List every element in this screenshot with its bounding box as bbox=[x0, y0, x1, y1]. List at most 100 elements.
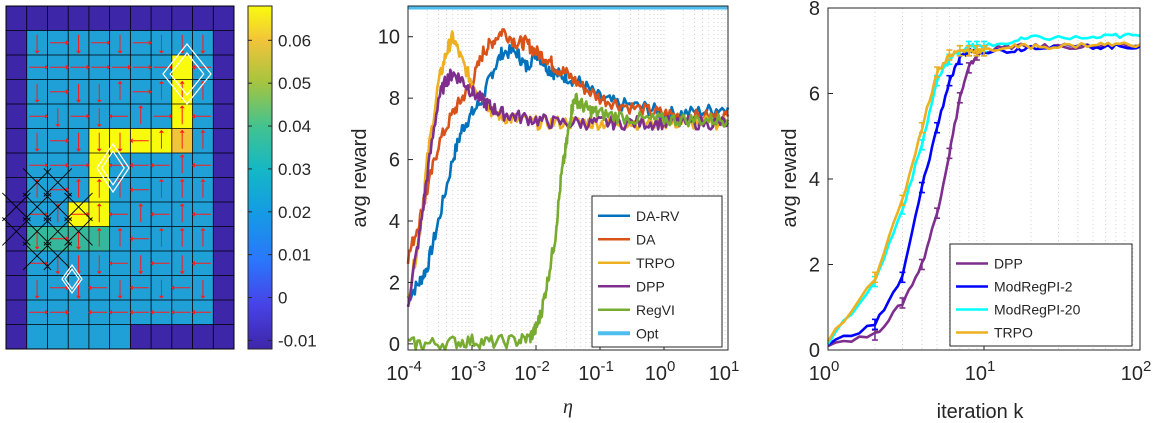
obstacle-cross bbox=[43, 241, 73, 271]
obstacle-cross bbox=[64, 192, 93, 222]
policy-arrow-head bbox=[128, 64, 131, 70]
policy-arrow-head bbox=[117, 50, 123, 54]
obstacle-cross bbox=[43, 192, 73, 222]
policy-arrow-head bbox=[96, 148, 102, 152]
policy-arrow-head bbox=[107, 40, 111, 46]
x-tick-label: 101 bbox=[709, 358, 740, 385]
colorbar-tick-label: 0.03 bbox=[278, 160, 311, 179]
policy-arrow-head bbox=[169, 113, 173, 119]
heatmap-cell bbox=[171, 6, 193, 31]
heatmap-cell bbox=[109, 324, 131, 350]
heatmap-cell bbox=[192, 324, 214, 350]
heatmap-cell bbox=[68, 6, 90, 31]
policy-arrow-head bbox=[34, 148, 40, 152]
y-tick-label: 6 bbox=[389, 150, 400, 172]
policy-arrow-head bbox=[86, 113, 90, 119]
policy-arrow-head bbox=[158, 50, 164, 54]
policy-arrow-head bbox=[109, 260, 112, 266]
y-tick-label: 0 bbox=[389, 334, 400, 356]
heatmap-cell bbox=[213, 128, 235, 154]
colorbar-tick-label: 0.04 bbox=[278, 117, 311, 136]
series-line-trpo bbox=[826, 41, 1141, 343]
legend-box bbox=[591, 195, 723, 348]
policy-arrow-head bbox=[96, 124, 102, 128]
policy-arrow-head bbox=[150, 162, 154, 168]
x-tick-exponent: -1 bbox=[600, 358, 613, 375]
policy-arrow-head bbox=[55, 271, 61, 275]
heatmap-cell bbox=[47, 6, 69, 31]
x-tick-label: 10-4 bbox=[386, 358, 422, 385]
heatmap-cell bbox=[109, 6, 131, 31]
policy-arrow-head bbox=[65, 64, 69, 70]
policy-arrow-head bbox=[45, 162, 49, 168]
legend-entry: DA bbox=[636, 231, 656, 247]
policy-arrow-head bbox=[65, 285, 69, 291]
policy-arrow-head bbox=[158, 129, 164, 133]
colorbar-gradient bbox=[247, 5, 273, 350]
policy-arrow-head bbox=[45, 309, 49, 315]
heatmap-cell bbox=[171, 324, 193, 350]
policy-arrow-head bbox=[109, 309, 112, 315]
policy-arrow-head bbox=[109, 113, 112, 119]
policy-arrow-head bbox=[96, 227, 102, 231]
series-lines-iteration bbox=[826, 32, 1141, 348]
policy-arrow-head bbox=[117, 148, 123, 152]
colorbar-tick-label: -0.01 bbox=[278, 331, 317, 350]
x-tick-base: 10 bbox=[578, 363, 600, 385]
policy-arrow-head bbox=[55, 124, 61, 128]
x-tick-exponent: 1 bbox=[987, 358, 995, 375]
legend-entry: TRPO bbox=[994, 325, 1033, 341]
x-tick-label: 100 bbox=[809, 358, 840, 385]
policy-arrow-head bbox=[158, 227, 164, 231]
policy-arrow-head bbox=[96, 178, 102, 182]
policy-arrow-head bbox=[96, 99, 102, 103]
policy-arrow-head bbox=[179, 227, 185, 231]
heatmap-cell bbox=[6, 177, 28, 203]
policy-arrow-head bbox=[191, 309, 195, 315]
x-tick-exponent: -4 bbox=[408, 358, 421, 375]
policy-arrow-head bbox=[191, 211, 195, 217]
y-tick-label: 8 bbox=[389, 88, 400, 110]
policy-arrow-head bbox=[150, 309, 154, 315]
goal-diamond bbox=[96, 142, 130, 194]
heatmap-cell bbox=[213, 226, 235, 252]
policy-arrow-head bbox=[129, 309, 133, 315]
policy-arrow-head bbox=[171, 285, 175, 291]
policy-arrow-head bbox=[150, 211, 154, 217]
policy-arrow-head bbox=[76, 246, 82, 250]
x-tick-base: 10 bbox=[450, 363, 472, 385]
legend-entry: ModRegPI-20 bbox=[994, 302, 1081, 318]
heatmap-cell bbox=[88, 153, 111, 178]
policy-arrow-head bbox=[117, 227, 123, 231]
heatmap-cell bbox=[6, 55, 28, 80]
x-tick-base: 10 bbox=[809, 363, 831, 385]
policy-arrow-head bbox=[179, 129, 185, 133]
heatmap-cell bbox=[213, 153, 235, 178]
colorbar-tick-label: 0 bbox=[278, 289, 287, 308]
policy-arrow-head bbox=[65, 309, 69, 315]
policy-arrow-head bbox=[169, 64, 173, 70]
obstacle-cross bbox=[2, 192, 31, 222]
policy-arrow-head bbox=[88, 309, 92, 315]
x-tick-base: 10 bbox=[386, 363, 408, 385]
x-axis-label-iteration: iteration k bbox=[937, 401, 1025, 423]
heatmap-cell bbox=[213, 251, 235, 276]
y-tick-label: 2 bbox=[389, 272, 400, 294]
x-tick-label: 101 bbox=[965, 358, 996, 385]
goal-diamond bbox=[169, 52, 205, 96]
x-tick-label: 102 bbox=[1121, 358, 1152, 385]
heatmap-cell bbox=[68, 324, 90, 350]
heatmap-cell bbox=[130, 324, 152, 350]
goal-diamond bbox=[61, 263, 83, 295]
policy-arrow-head bbox=[191, 113, 195, 119]
heatmap-cell bbox=[6, 79, 28, 105]
x-tick-base: 10 bbox=[1121, 363, 1143, 385]
policy-arrow-head bbox=[148, 40, 152, 46]
heatmap-cell bbox=[213, 6, 235, 31]
series-line-da bbox=[406, 28, 730, 265]
policy-arrow-head bbox=[191, 162, 195, 168]
x-tick-label: 10-3 bbox=[450, 358, 486, 385]
x-tick-label: 100 bbox=[645, 358, 676, 385]
